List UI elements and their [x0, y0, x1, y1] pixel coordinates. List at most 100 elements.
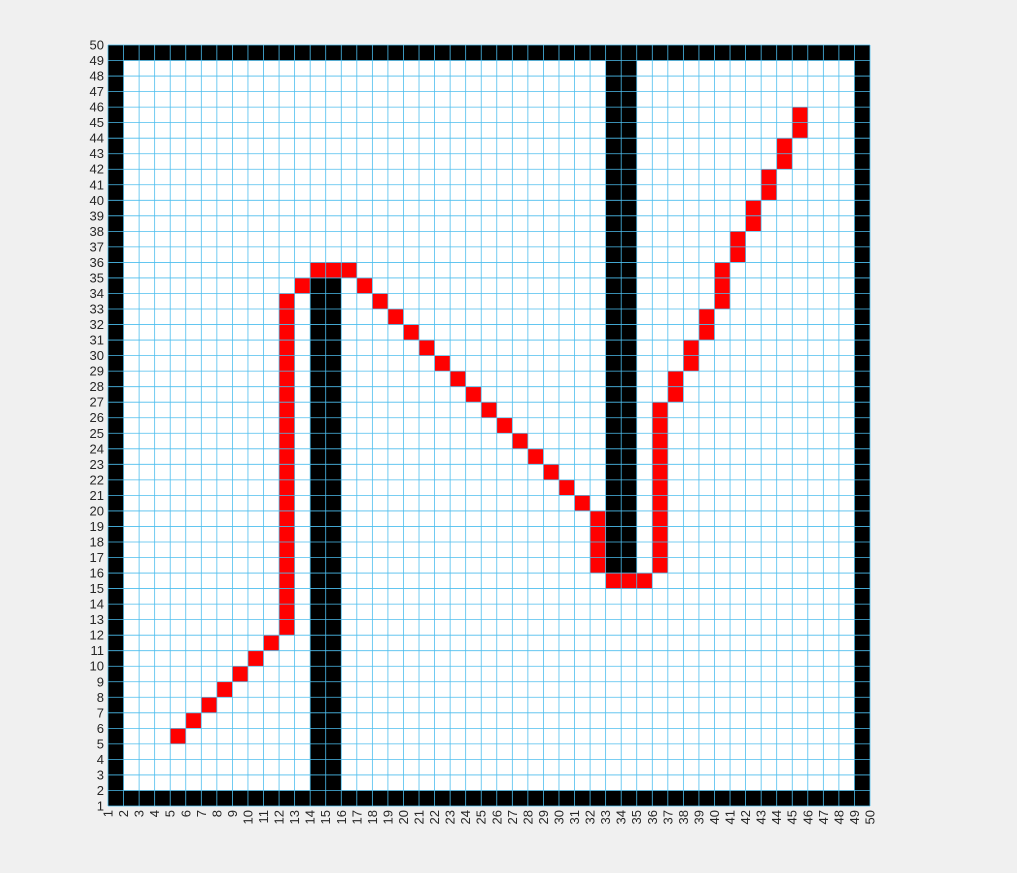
y-tick-label: 48: [90, 69, 104, 84]
y-tick-label: 5: [97, 736, 104, 751]
x-tick-label: 4: [147, 810, 162, 817]
path-cell: [403, 324, 420, 341]
x-tick-label: 19: [380, 810, 395, 824]
path-cell: [419, 340, 435, 356]
path-cell: [652, 495, 668, 511]
path-cell: [372, 293, 388, 310]
y-tick-label: 34: [90, 286, 104, 301]
path-cell: [279, 340, 295, 356]
x-tick-label: 18: [365, 810, 380, 824]
obstacle-block-1: [108, 790, 870, 806]
path-cell: [574, 495, 591, 511]
path-cell: [279, 541, 295, 558]
y-tick-label: 32: [90, 317, 104, 332]
path-cell: [279, 588, 295, 605]
x-tick-label: 24: [458, 810, 473, 824]
x-tick-label: 28: [520, 810, 535, 824]
path-cell: [310, 262, 326, 278]
x-tick-label: 45: [785, 810, 800, 824]
x-tick-label: 8: [209, 810, 224, 817]
obstacle-block-3: [108, 45, 124, 806]
path-cell: [714, 262, 731, 278]
path-cell: [776, 153, 793, 170]
x-tick-label: 3: [132, 810, 147, 817]
path-cell: [279, 355, 295, 372]
path-cell: [279, 402, 295, 418]
path-cell: [216, 681, 233, 698]
path-cell: [761, 169, 777, 185]
path-cell: [792, 122, 808, 139]
y-tick-label: 30: [90, 348, 104, 363]
y-tick-label: 18: [90, 534, 104, 549]
path-cell: [745, 200, 762, 216]
path-cell: [652, 417, 668, 434]
x-tick-label: 2: [116, 810, 131, 817]
y-tick-label: 39: [90, 208, 104, 223]
x-tick-label: 20: [396, 810, 411, 824]
path-cell: [776, 138, 793, 154]
x-tick-label: 30: [551, 810, 566, 824]
y-tick-label: 4: [97, 752, 104, 767]
y-tick-label: 43: [90, 146, 104, 161]
path-cell: [279, 573, 295, 589]
path-cell: [279, 417, 295, 434]
path-cell: [279, 604, 295, 620]
path-cell: [636, 573, 653, 589]
path-cell: [792, 107, 808, 123]
y-tick-label: 35: [90, 270, 104, 285]
path-cell: [512, 433, 528, 449]
x-tick-label: 46: [800, 810, 815, 824]
y-tick-label: 13: [90, 612, 104, 627]
y-tick-label: 10: [90, 659, 104, 674]
y-tick-label: 12: [90, 628, 104, 643]
path-cell: [590, 541, 606, 558]
path-cell: [263, 635, 280, 651]
y-tick-label: 1: [97, 799, 104, 814]
y-tick-label: 31: [90, 333, 104, 348]
path-cell: [745, 215, 762, 232]
x-tick-label: 34: [614, 810, 629, 824]
x-tick-label: 48: [831, 810, 846, 824]
y-tick-label: 47: [90, 84, 104, 99]
path-cell: [667, 371, 684, 387]
path-cell: [170, 728, 186, 744]
path-cell: [652, 510, 668, 527]
y-tick-label: 16: [90, 566, 104, 581]
y-tick-label: 11: [91, 643, 105, 658]
y-tick-label: 33: [90, 302, 104, 317]
y-tick-label: 15: [90, 581, 104, 596]
path-cell: [590, 510, 606, 527]
path-cell: [527, 448, 544, 465]
y-tick-label: 37: [90, 239, 104, 254]
y-tick-label: 25: [90, 426, 104, 441]
path-cell: [450, 371, 466, 387]
path-cell: [279, 309, 295, 325]
x-tick-label: 17: [349, 810, 364, 824]
path-cell: [279, 526, 295, 542]
x-tick-label: 49: [847, 810, 862, 824]
path-cell: [714, 277, 731, 294]
x-tick-label: 38: [676, 810, 691, 824]
x-tick-label: 9: [225, 810, 240, 817]
x-tick-label: 14: [303, 810, 318, 824]
path-cell: [279, 510, 295, 527]
y-tick-label: 22: [90, 472, 104, 487]
y-tick-label: 20: [90, 503, 104, 518]
y-tick-label: 26: [90, 410, 104, 425]
x-tick-label: 22: [427, 810, 442, 824]
y-tick-label: 17: [90, 550, 104, 565]
path-cell: [761, 184, 777, 201]
y-tick-label: 27: [90, 395, 104, 410]
x-tick-label: 16: [334, 810, 349, 824]
path-cell: [590, 557, 606, 574]
y-tick-label: 7: [97, 705, 104, 720]
path-cell: [247, 650, 264, 667]
y-tick-label: 45: [90, 115, 104, 130]
x-tick-label: 10: [240, 810, 255, 824]
path-cell: [279, 495, 295, 511]
x-tick-label: 6: [178, 810, 193, 817]
x-tick-label: 43: [754, 810, 769, 824]
path-cell: [621, 573, 637, 589]
